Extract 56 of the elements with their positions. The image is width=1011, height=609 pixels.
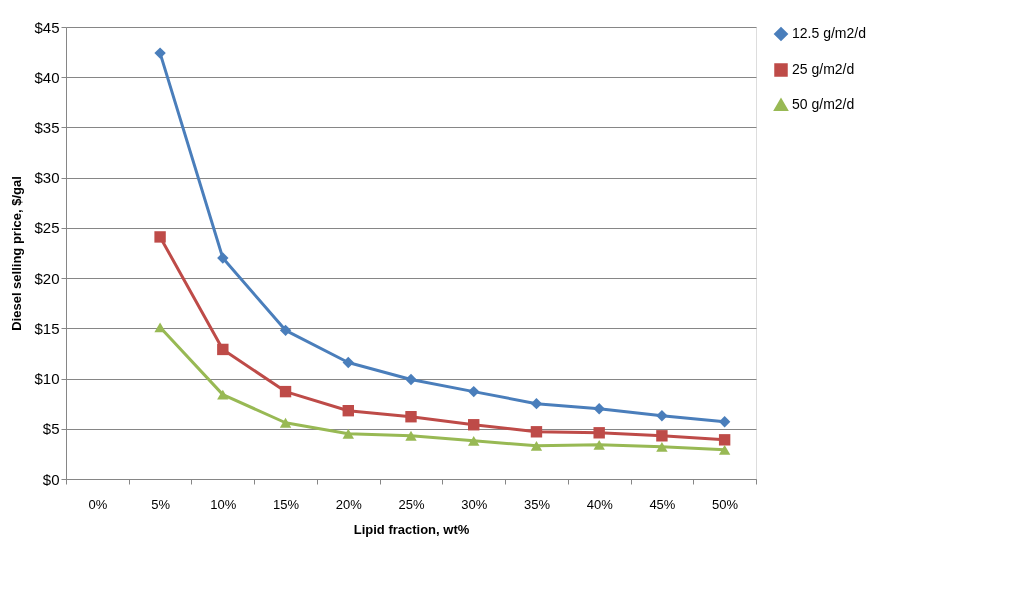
x-tick-label: 30%	[461, 496, 488, 512]
y-tick-label: $30	[34, 169, 60, 187]
y-tick-label: $40	[34, 68, 60, 86]
point	[405, 430, 417, 441]
legend-label: 12.5 g/m2/d	[792, 25, 866, 41]
legend-label: 25 g/m2/d	[792, 61, 855, 77]
point	[656, 441, 668, 452]
x-tick-label: 15%	[273, 496, 300, 512]
x-axis-title: Lipid fraction, wt%	[353, 521, 470, 537]
x-tick-label: 0%	[88, 496, 108, 512]
x-tick-label: 40%	[586, 496, 614, 512]
x-tick-label: 50%	[712, 496, 739, 512]
point	[154, 322, 166, 333]
y-tick-label: $10	[34, 370, 60, 388]
point	[154, 231, 166, 243]
point	[468, 419, 480, 431]
point	[405, 373, 417, 386]
point	[342, 428, 354, 439]
x-tick-label: 20%	[335, 496, 363, 512]
point	[593, 439, 605, 450]
x-tick-label: 25%	[398, 496, 425, 512]
y-tick-label: $5	[42, 420, 60, 438]
x-tick-label: 10%	[210, 496, 237, 512]
point	[279, 324, 292, 337]
point	[217, 343, 229, 356]
point	[718, 434, 731, 446]
y-tick-label: $45	[34, 18, 60, 36]
legend-label: 50 g/m2/d	[792, 96, 855, 112]
point	[530, 440, 543, 451]
point	[405, 411, 417, 423]
point	[656, 430, 668, 442]
point	[342, 405, 354, 417]
x-tick-label: 45%	[649, 496, 676, 512]
x-tick-label: 5%	[151, 496, 171, 512]
point	[656, 410, 668, 422]
y-axis-title: Diesel selling price, $/gal	[9, 176, 25, 331]
point	[279, 385, 292, 398]
point	[530, 426, 543, 438]
x-tick-label: 35%	[523, 496, 551, 512]
point	[279, 417, 292, 428]
point	[468, 385, 480, 398]
point	[217, 389, 229, 400]
point	[593, 402, 605, 415]
point	[718, 416, 731, 428]
point	[468, 435, 480, 446]
point	[154, 47, 166, 59]
y-tick-label: $0	[42, 470, 60, 488]
point	[530, 397, 543, 410]
y-tick-label: $20	[34, 269, 60, 287]
point	[342, 356, 354, 369]
y-tick-label: $15	[34, 319, 60, 337]
point	[718, 444, 731, 455]
point	[593, 427, 605, 439]
y-tick-label: $35	[34, 118, 60, 136]
y-tick-label: $25	[34, 219, 60, 237]
point	[217, 252, 229, 264]
